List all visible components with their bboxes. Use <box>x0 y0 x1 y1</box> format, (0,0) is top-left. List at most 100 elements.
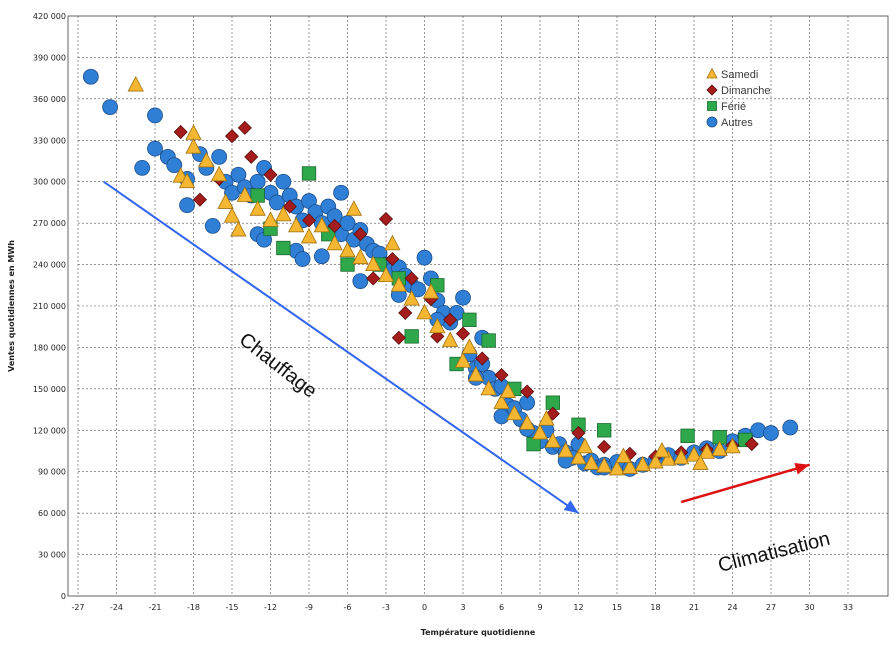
series-samedi <box>127 75 741 476</box>
x-tick-label: -18 <box>187 603 200 612</box>
point-triangle <box>499 382 517 399</box>
point-triangle <box>178 172 196 189</box>
point-square <box>481 333 496 348</box>
point-diamond <box>391 330 406 345</box>
x-tick-label: 9 <box>537 603 542 612</box>
y-tick-label: 120 000 <box>33 426 66 435</box>
y-tick-label: 0 <box>61 592 66 601</box>
x-tick-label: 33 <box>843 603 853 612</box>
point-circle <box>102 99 118 116</box>
point-circle <box>706 116 718 128</box>
point-circle <box>269 194 285 211</box>
point-circle <box>179 197 195 214</box>
point-triangle <box>461 338 478 354</box>
point-diamond <box>475 351 490 366</box>
y-tick-labels: 0 30 000 60 000 90 000 120 000 150 000 180 000… <box>33 12 66 601</box>
point-diamond <box>192 192 207 207</box>
point-circle <box>763 425 779 441</box>
point-diamond <box>353 227 368 242</box>
point-circle <box>333 184 349 201</box>
y-tick-label: 270 000 <box>33 219 66 228</box>
point-diamond <box>366 271 381 286</box>
point-circle <box>147 107 163 124</box>
point-square <box>597 423 612 438</box>
cooling-arrow-head <box>794 462 810 475</box>
point-triangle <box>365 255 382 271</box>
point-circle <box>294 251 311 267</box>
legend-label: Férié <box>721 101 746 113</box>
y-tick-label: 240 000 <box>33 261 66 270</box>
y-tick-label: 300 000 <box>33 178 66 187</box>
point-diamond <box>244 149 259 164</box>
x-tick-label: -12 <box>264 603 277 612</box>
point-triangle <box>724 437 741 454</box>
point-triangle <box>416 303 433 320</box>
point-diamond <box>706 84 718 96</box>
point-circle <box>211 148 228 165</box>
point-diamond <box>398 305 413 320</box>
point-triangle <box>685 446 703 462</box>
point-triangle <box>249 200 266 216</box>
point-circle <box>275 173 292 190</box>
point-diamond <box>455 326 471 341</box>
legend-label: Dimanche <box>721 85 771 97</box>
point-circle <box>147 140 163 157</box>
point-triangle <box>384 234 401 251</box>
point-diamond <box>301 213 317 228</box>
x-tick-label: -15 <box>225 603 238 612</box>
point-triangle <box>313 216 330 233</box>
point-diamond <box>443 312 458 327</box>
point-circle <box>134 160 151 176</box>
point-circle <box>230 166 247 183</box>
point-diamond <box>571 425 586 441</box>
point-triangle <box>538 410 555 426</box>
point-triangle <box>621 458 638 474</box>
point-triangle <box>198 151 215 168</box>
legend-label: Autres <box>721 117 753 129</box>
heating-arrow-head <box>563 500 579 514</box>
point-triangle <box>531 423 549 440</box>
x-tick-label: 24 <box>727 603 737 612</box>
point-triangle <box>377 266 395 283</box>
point-triangle <box>422 283 440 299</box>
point-triangle <box>390 276 407 292</box>
point-circle <box>204 218 221 234</box>
point-circle <box>782 419 799 436</box>
point-triangle <box>544 432 561 448</box>
point-triangle <box>230 220 247 237</box>
point-diamond <box>430 329 445 344</box>
point-diamond <box>404 271 419 286</box>
point-triangle <box>711 440 728 457</box>
point-diamond <box>597 439 612 454</box>
point-triangle <box>127 75 144 92</box>
point-triangle <box>493 393 510 410</box>
point-triangle <box>608 459 626 476</box>
x-tick-label: 15 <box>612 603 622 612</box>
point-diamond <box>263 167 278 182</box>
x-tick-label: 30 <box>804 603 814 612</box>
y-tick-label: 360 000 <box>33 95 66 104</box>
point-triangle <box>506 404 523 421</box>
legend-label: Samedi <box>721 69 758 81</box>
x-tick-label: -24 <box>110 603 123 612</box>
point-triangle <box>352 248 369 265</box>
point-triangle <box>660 450 677 466</box>
x-tick-label: 12 <box>573 603 583 612</box>
point-square <box>276 240 291 256</box>
point-diamond <box>378 211 394 227</box>
x-tick-label: -9 <box>305 603 313 612</box>
point-triangle <box>596 457 613 473</box>
series-ferie <box>250 166 753 452</box>
point-triangle <box>217 193 234 209</box>
point-circle <box>82 68 99 85</box>
x-tick-labels: -27 -24 -21 -18 -15 -12 -9 -6 -3 0 3 6 9 12 15 18 21 24 27… <box>71 603 853 612</box>
y-tick-label: 60 000 <box>38 509 66 518</box>
y-axis-title: Ventes quotidiennes en MWh <box>7 240 16 372</box>
point-circle <box>750 422 767 439</box>
point-triangle <box>583 454 600 470</box>
x-tick-label: -3 <box>382 603 390 612</box>
heating-arrow <box>103 180 580 514</box>
x-axis-title: Température quotidienne <box>421 627 536 637</box>
point-triangle <box>288 216 305 233</box>
point-circle <box>166 157 183 174</box>
